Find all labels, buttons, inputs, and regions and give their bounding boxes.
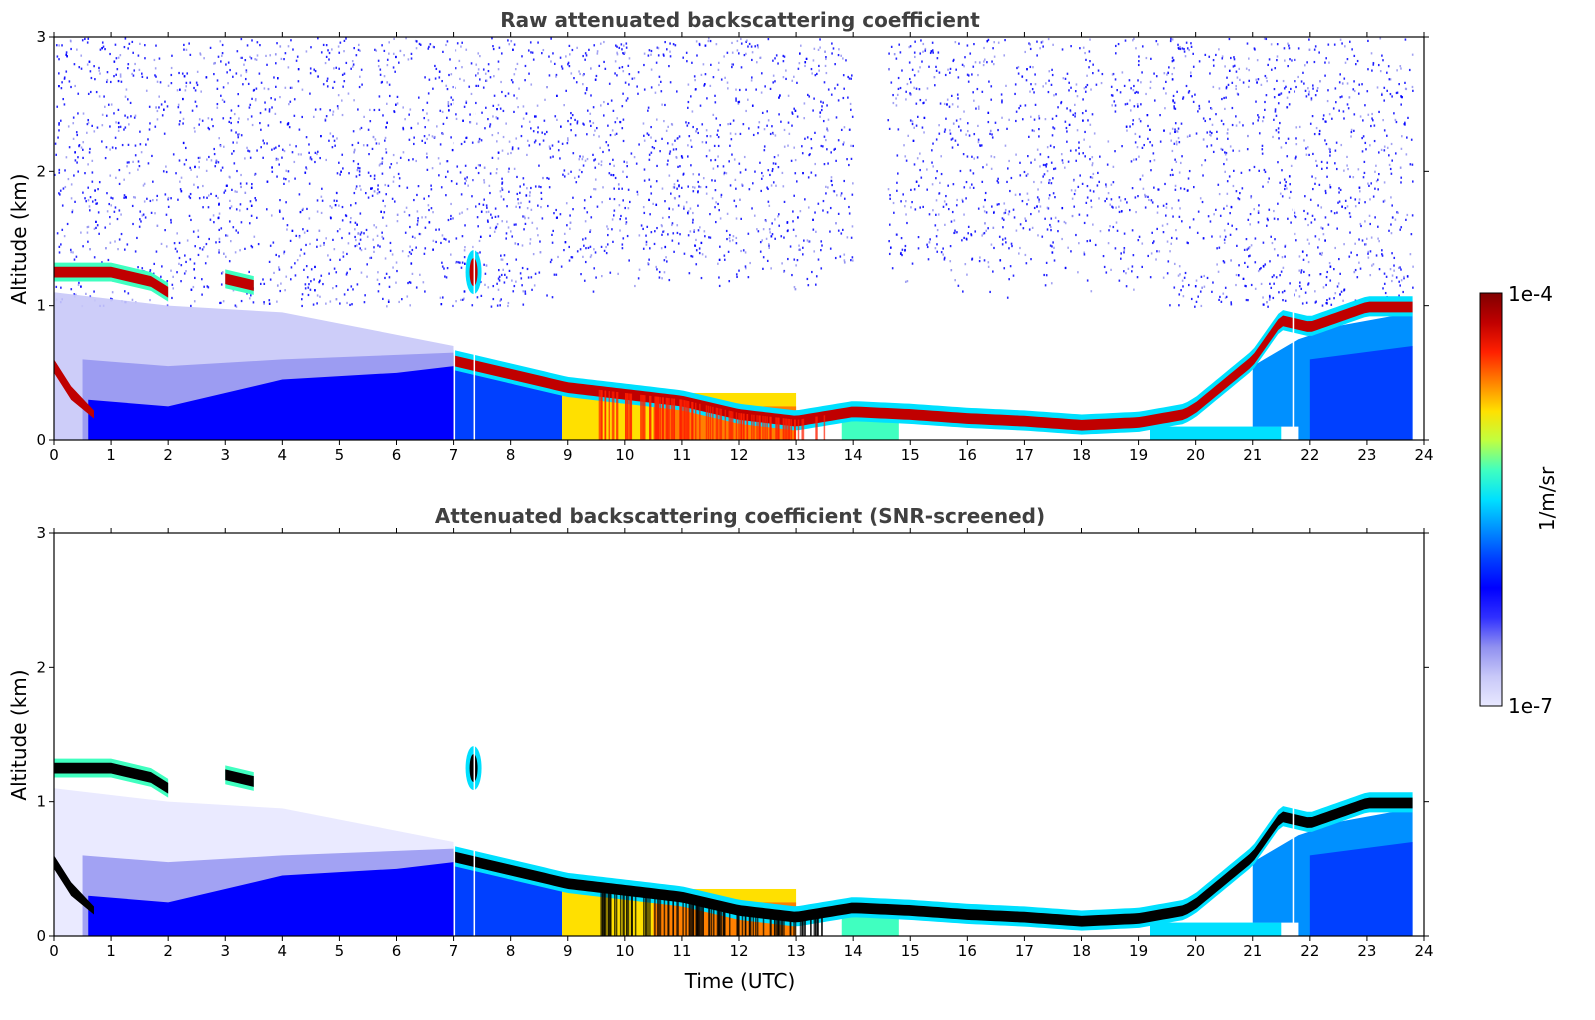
x-tick-label: 2 xyxy=(163,446,173,464)
x-tick-label: 10 xyxy=(615,942,634,960)
panel-raw-x-axis: 0 1 2 3 4 5 6 7 8 9 10 11 12 13 14 15 16 17 18 19 20 21 22 23 24 xyxy=(49,32,1434,464)
x-tick-label: 17 xyxy=(1015,446,1034,464)
x-tick-label: 1 xyxy=(106,942,116,960)
panel-screened-y-axis: 0 1 2 3 xyxy=(36,524,1429,945)
y-tick-label: 3 xyxy=(36,28,46,46)
x-tick-label: 15 xyxy=(901,942,920,960)
panel-raw: Raw attenuated backscattering coefficien… xyxy=(7,8,1434,464)
panel-raw-title: Raw attenuated backscattering coefficien… xyxy=(500,8,980,32)
x-tick-label: 8 xyxy=(506,942,516,960)
x-tick-label: 24 xyxy=(1414,942,1433,960)
panel-screened-title: Attenuated backscattering coefficient (S… xyxy=(435,504,1045,528)
x-tick-label: 6 xyxy=(392,446,402,464)
x-tick-label: 15 xyxy=(901,446,920,464)
x-tick-label: 13 xyxy=(787,942,806,960)
panel-screened-plot-area xyxy=(54,533,1424,936)
x-tick-label: 9 xyxy=(563,942,573,960)
y-tick-label: 1 xyxy=(36,297,46,315)
x-tick-label: 14 xyxy=(844,942,863,960)
y-tick-label: 0 xyxy=(36,927,46,945)
x-tick-label: 11 xyxy=(672,446,691,464)
x-tick-label: 22 xyxy=(1300,942,1319,960)
x-tick-label: 22 xyxy=(1300,446,1319,464)
x-tick-label: 12 xyxy=(729,446,748,464)
x-tick-label: 9 xyxy=(563,446,573,464)
x-tick-label: 4 xyxy=(278,446,288,464)
x-tick-label: 11 xyxy=(672,942,691,960)
x-tick-label: 1 xyxy=(106,446,116,464)
x-tick-label: 17 xyxy=(1015,942,1034,960)
x-tick-label: 16 xyxy=(958,446,977,464)
x-tick-label: 10 xyxy=(615,446,634,464)
y-tick-label: 0 xyxy=(36,431,46,449)
y-tick-label: 3 xyxy=(36,524,46,542)
x-tick-label: 16 xyxy=(958,942,977,960)
x-tick-label: 3 xyxy=(220,446,230,464)
x-tick-label: 5 xyxy=(335,446,345,464)
x-tick-label: 18 xyxy=(1072,446,1091,464)
colorbar-max-label: 1e-4 xyxy=(1508,282,1553,306)
x-tick-label: 21 xyxy=(1243,942,1262,960)
x-tick-label: 7 xyxy=(449,942,459,960)
x-tick-label: 7 xyxy=(449,446,459,464)
x-tick-label: 0 xyxy=(49,446,59,464)
x-tick-label: 19 xyxy=(1129,446,1148,464)
colorbar: 1e-4 1e-7 1/m/sr xyxy=(1479,282,1559,718)
x-tick-label: 18 xyxy=(1072,942,1091,960)
x-tick-label: 2 xyxy=(163,942,173,960)
x-tick-label: 23 xyxy=(1357,942,1376,960)
x-tick-label: 13 xyxy=(787,446,806,464)
x-tick-label: 14 xyxy=(844,446,863,464)
x-tick-label: 21 xyxy=(1243,446,1262,464)
x-axis-label: Time (UTC) xyxy=(684,969,796,993)
x-tick-label: 23 xyxy=(1357,446,1376,464)
colorbar-min-label: 1e-7 xyxy=(1508,694,1553,718)
x-tick-label: 20 xyxy=(1186,942,1205,960)
x-tick-label: 19 xyxy=(1129,942,1148,960)
panel-raw-plot-area xyxy=(54,37,1424,440)
panel-screened: Attenuated backscattering coefficient (S… xyxy=(7,504,1434,993)
x-tick-label: 8 xyxy=(506,446,516,464)
panel-raw-y-label: Altitude (km) xyxy=(7,173,31,304)
y-tick-label: 2 xyxy=(36,162,46,180)
panel-screened-x-axis: 0 1 2 3 4 5 6 7 8 9 10 11 12 13 14 15 16 17 18 19 20 21 22 23 24 xyxy=(49,528,1434,960)
x-tick-label: 24 xyxy=(1414,446,1433,464)
y-tick-label: 1 xyxy=(36,793,46,811)
x-tick-label: 6 xyxy=(392,942,402,960)
panel-screened-y-label: Altitude (km) xyxy=(7,669,31,800)
x-tick-label: 3 xyxy=(220,942,230,960)
x-tick-label: 4 xyxy=(278,942,288,960)
panel-raw-y-axis: 0 1 2 3 xyxy=(36,28,1429,449)
x-tick-label: 0 xyxy=(49,942,59,960)
x-tick-label: 5 xyxy=(335,942,345,960)
x-tick-label: 12 xyxy=(729,942,748,960)
x-tick-label: 20 xyxy=(1186,446,1205,464)
colorbar-gradient xyxy=(1479,292,1503,707)
y-tick-label: 2 xyxy=(36,658,46,676)
colorbar-unit-label: 1/m/sr xyxy=(1535,466,1559,531)
